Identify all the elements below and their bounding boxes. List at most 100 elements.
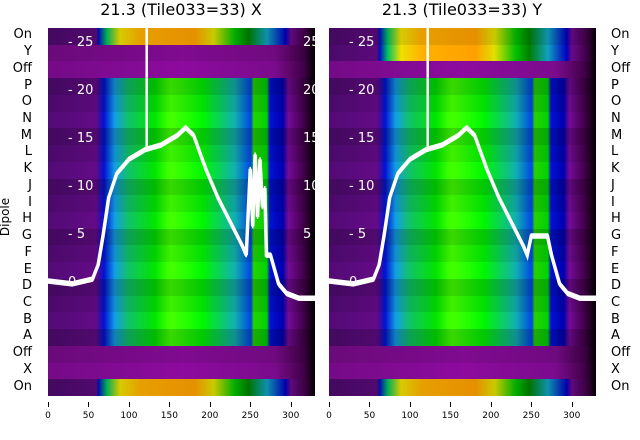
row-label: B [611, 311, 620, 327]
x-tick-label: 0 [326, 411, 332, 421]
row-label: On [611, 27, 630, 43]
heatmap-row [48, 28, 315, 46]
row-label: F [24, 244, 32, 260]
heatmap-row [329, 295, 596, 313]
row-label: H [22, 211, 32, 227]
row-label: O [611, 94, 622, 110]
heatmap-row [329, 145, 596, 163]
heatmap-row [48, 61, 315, 79]
row-label: I [611, 194, 615, 210]
heatmap-row [329, 61, 596, 79]
heatmap-row [48, 312, 315, 330]
row-label: N [611, 111, 621, 126]
inner-y-tick-label: - 20 [68, 83, 94, 99]
row-label: E [23, 261, 32, 277]
heatmap-row [329, 278, 596, 297]
x-tick-label: 250 [241, 411, 259, 421]
heatmap-row [329, 329, 596, 347]
heatmap-y [329, 28, 596, 396]
row-label: M [611, 127, 623, 143]
heatmap-row [48, 278, 315, 297]
row-label: C [611, 295, 621, 310]
heatmap-row [329, 379, 596, 396]
x-tick-mark [48, 402, 49, 407]
heatmap-row [329, 128, 596, 146]
row-label: C [22, 295, 32, 310]
x-tick-mark [329, 402, 330, 407]
x-tick-label: 150 [441, 411, 459, 421]
row-label: D [611, 278, 622, 294]
heatmap-row [48, 245, 315, 263]
heatmap-row [48, 94, 315, 113]
inner-y-tick-label: - 20 [349, 83, 375, 99]
x-tick-mark [571, 402, 573, 407]
x-tick-label: 0 [45, 411, 51, 421]
row-label: I [28, 194, 32, 210]
inner-y-tick-label: - 25 [349, 35, 375, 51]
x-tick-mark [88, 402, 90, 407]
row-label: N [22, 111, 32, 126]
series-line [328, 128, 596, 301]
inner-y-tick-label-right: 20 [303, 83, 320, 99]
inner-y-tick-label-right: 5 [303, 226, 312, 242]
heatmap-row [48, 262, 315, 280]
x-tick-mark [490, 402, 492, 407]
x-tick-mark [290, 402, 292, 407]
x-tick-mark [531, 402, 533, 407]
row-label: On [13, 378, 32, 394]
row-label: X [611, 361, 620, 377]
heatmap-row [48, 111, 315, 129]
row-label: Off [611, 345, 631, 361]
x-tick-mark [128, 402, 130, 407]
row-label: A [611, 328, 620, 344]
x-tick-label: 250 [522, 411, 540, 421]
heatmap-row [48, 44, 315, 62]
heatmap-row [329, 195, 596, 213]
inner-y-tick-label: - 5 [349, 226, 367, 242]
row-label: A [23, 328, 32, 344]
row-label: H [611, 211, 621, 227]
inner-y-tick-label-right: 15 [303, 131, 320, 147]
row-label: M [20, 127, 32, 143]
chart-title-x: 21.3 (Tile033=33) X [100, 0, 262, 19]
x-tick-label: 50 [82, 411, 95, 421]
inner-y-tick-label-right: 10 [303, 179, 320, 195]
heatmap-row [48, 362, 315, 380]
overlay-lines [328, 28, 596, 301]
row-label: D [21, 278, 32, 294]
row-label: K [23, 161, 32, 177]
heatmap-row [329, 362, 596, 380]
inner-y-tick-label: - 5 [68, 226, 86, 242]
x-tick-mark [409, 402, 411, 407]
inner-y-tick-label: - 10 [68, 179, 94, 195]
row-label: O [21, 94, 32, 110]
chart-title-y: 21.3 (Tile033=33) Y [381, 0, 543, 19]
row-label: B [23, 311, 32, 327]
series-line [47, 128, 315, 301]
heatmap-row [48, 295, 315, 313]
inner-y-tick-label: - 15 [68, 131, 94, 147]
row-label: L [611, 144, 619, 160]
x-tick-label: 100 [120, 411, 138, 421]
heatmap-row [329, 212, 596, 230]
heatmap-row [329, 262, 596, 280]
row-label: Y [24, 44, 32, 60]
x-tick-label: 150 [160, 411, 178, 421]
x-tick-label: 300 [563, 411, 581, 421]
row-label: G [21, 228, 32, 244]
inner-y-tick-label: - 25 [68, 35, 94, 51]
heatmap-row [329, 78, 596, 96]
heatmap-row [48, 379, 315, 396]
heatmap-row [329, 345, 596, 364]
heatmap-row [329, 28, 596, 46]
overlay-lines [47, 28, 315, 301]
row-label: K [611, 161, 620, 177]
x-tick-mark [209, 402, 211, 407]
x-tick-mark [369, 402, 371, 407]
heatmap-row [48, 345, 315, 364]
inner-y-tick-label: - 10 [349, 179, 375, 195]
row-label: On [611, 378, 630, 394]
row-label: J [28, 177, 32, 193]
row-label: F [611, 244, 619, 260]
